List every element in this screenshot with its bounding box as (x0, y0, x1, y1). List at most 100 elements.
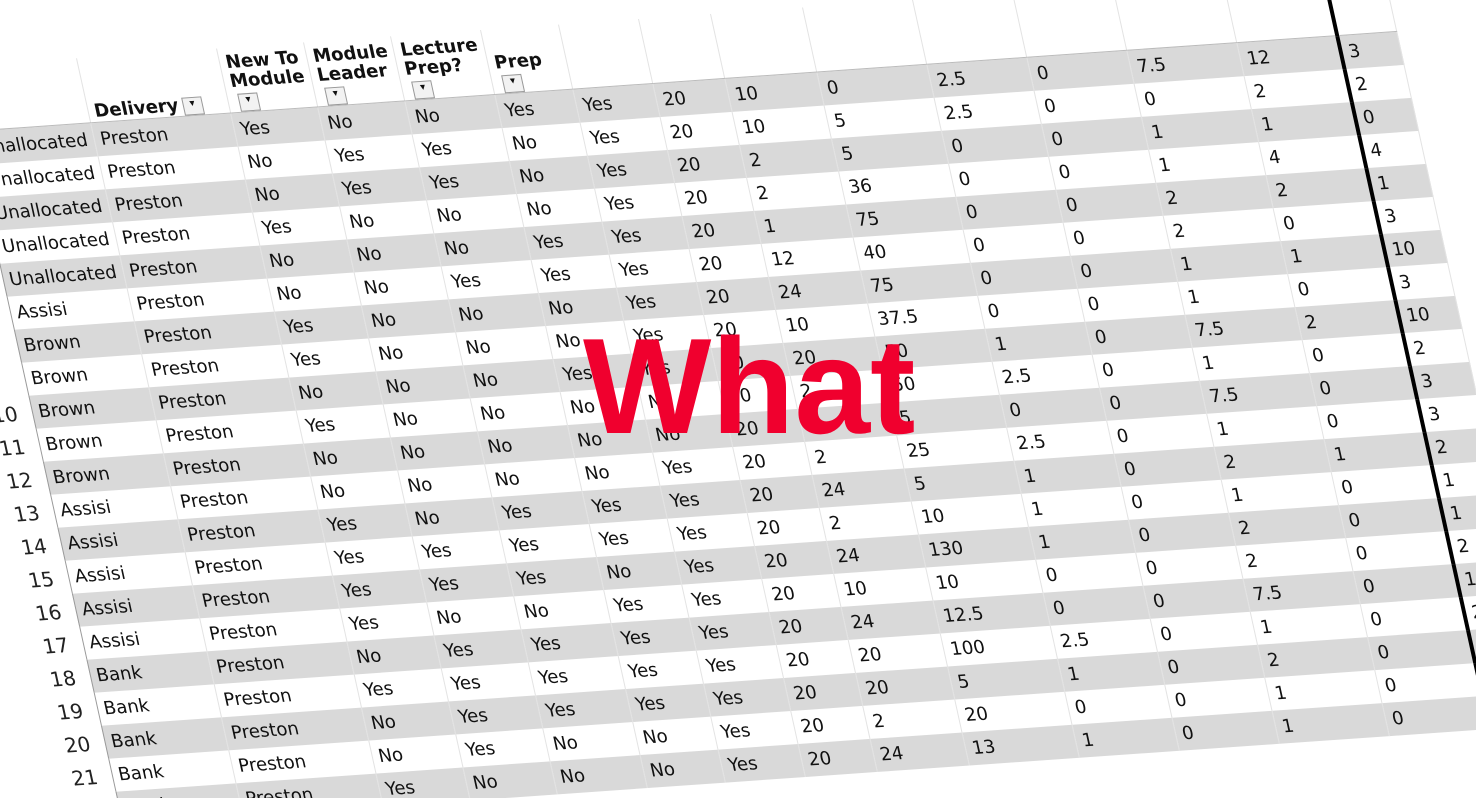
cell[interactable]: 3 (1336, 31, 1405, 70)
cell[interactable]: 4 (1358, 130, 1427, 169)
row-number[interactable]: 12 (0, 461, 51, 498)
cell[interactable]: 20 (761, 573, 842, 612)
cell[interactable]: Yes (602, 215, 690, 255)
cell[interactable]: No (632, 716, 719, 756)
cell[interactable]: 1 (1366, 163, 1434, 202)
cell[interactable]: Yes (375, 767, 471, 798)
cell[interactable]: Yes (589, 518, 675, 558)
row-number[interactable]: 20 (54, 725, 109, 762)
cell[interactable]: 2 (1344, 64, 1412, 103)
cell[interactable]: 20 (776, 639, 856, 678)
row-number[interactable]: 14 (11, 527, 65, 564)
cell[interactable]: No (516, 188, 603, 228)
cell[interactable]: Yes (494, 89, 581, 129)
cell[interactable]: 20 (790, 705, 871, 744)
header-cell: Prep▾ (480, 24, 573, 95)
cell[interactable]: 20 (674, 177, 755, 216)
cell[interactable]: 20 (660, 111, 740, 150)
cell[interactable]: No (550, 755, 648, 795)
cell[interactable]: Yes (587, 149, 675, 189)
filter-button[interactable]: ▾ (324, 86, 349, 106)
cell[interactable]: No (640, 749, 726, 789)
header-cell (0, 58, 91, 132)
cell[interactable]: 1 (1272, 703, 1390, 744)
cell[interactable]: 20 (798, 738, 878, 777)
cell[interactable]: 0 (1172, 710, 1280, 751)
cell[interactable]: Yes (594, 182, 683, 222)
cell[interactable]: 20 (769, 606, 849, 645)
cell[interactable]: 1 (1438, 493, 1476, 532)
cell[interactable]: 3 (1416, 394, 1476, 433)
cell[interactable]: 20 (740, 474, 820, 513)
cell[interactable]: Yes (625, 683, 711, 723)
row-number[interactable]: 17 (33, 626, 87, 663)
cell[interactable]: 20 (682, 210, 762, 249)
row-number[interactable]: 16 (25, 593, 80, 630)
cell[interactable]: Yes (696, 644, 784, 684)
cell[interactable]: 2 (1402, 328, 1470, 367)
cell[interactable]: No (502, 122, 588, 162)
cell[interactable]: No (462, 761, 558, 798)
row-number[interactable]: 18 (40, 659, 94, 696)
cell[interactable]: Yes (580, 116, 668, 156)
cell[interactable]: Yes (703, 677, 791, 717)
header-cell (558, 18, 653, 90)
cell[interactable]: 1 (1431, 460, 1476, 499)
header-cell (638, 13, 725, 84)
filter-button[interactable]: ▾ (411, 80, 436, 100)
header-cell: Module Leader▾ (303, 36, 406, 107)
cell[interactable]: Yes (609, 248, 697, 288)
cell[interactable]: 1 (1072, 717, 1180, 758)
header-cell (710, 7, 817, 79)
cell[interactable]: Yes (531, 254, 617, 294)
header-cell: New To Module▾ (216, 42, 318, 114)
cell[interactable]: 20 (667, 144, 747, 183)
filter-button[interactable]: ▾ (236, 92, 261, 112)
cell[interactable]: Yes (524, 221, 610, 261)
cell[interactable]: Yes (660, 479, 748, 519)
cell[interactable]: 20 (747, 507, 827, 546)
filter-button[interactable]: ▾ (501, 73, 526, 94)
cell[interactable]: Yes (710, 710, 799, 750)
cell[interactable]: Yes (674, 545, 762, 585)
header-cell (1112, 0, 1237, 51)
cell[interactable]: 20 (754, 540, 834, 579)
cell[interactable]: No (509, 155, 595, 195)
cell[interactable]: 3 (1373, 196, 1441, 235)
overlay-text: What (583, 310, 916, 462)
cell[interactable]: 0 (1351, 97, 1419, 136)
cell[interactable]: Yes (582, 485, 668, 525)
cell[interactable]: 10 (1380, 229, 1448, 268)
header-text: Module Leader (310, 40, 390, 87)
cell[interactable]: Yes (611, 617, 697, 657)
cell[interactable]: 2 (1424, 427, 1476, 466)
header-cell: Lecture Prep?▾ (390, 30, 495, 101)
cell[interactable]: No (596, 551, 682, 591)
cell[interactable]: 20 (689, 243, 769, 282)
cell[interactable]: 24 (870, 732, 970, 772)
row-number[interactable]: 19 (47, 692, 101, 729)
cell[interactable]: Yes (689, 611, 777, 651)
row-number[interactable]: 13 (4, 494, 58, 531)
header-text: New To Module (223, 46, 307, 93)
cell[interactable]: Yes (667, 512, 755, 552)
cell[interactable]: 20 (652, 78, 733, 117)
row-number[interactable]: 21 (62, 758, 116, 795)
cell[interactable]: 0 (1382, 696, 1476, 737)
filter-button[interactable]: ▾ (180, 96, 205, 116)
row-number[interactable]: 15 (18, 560, 72, 597)
cell[interactable]: Yes (618, 650, 704, 690)
cell[interactable]: 20 (783, 672, 863, 711)
cell[interactable]: 3 (1409, 361, 1476, 400)
cell[interactable]: 13 (962, 724, 1080, 766)
cell[interactable]: 10 (1395, 295, 1463, 334)
cell[interactable]: Yes (603, 584, 690, 624)
cell[interactable]: Yes (572, 83, 661, 123)
header-text: Prep (492, 49, 545, 75)
header-cell (912, 0, 1027, 65)
cell[interactable]: Yes (718, 743, 806, 783)
cell[interactable]: 3 (1387, 262, 1456, 301)
cell[interactable]: Yes (681, 578, 770, 618)
header-cell: Delivery ▾ (76, 48, 231, 123)
